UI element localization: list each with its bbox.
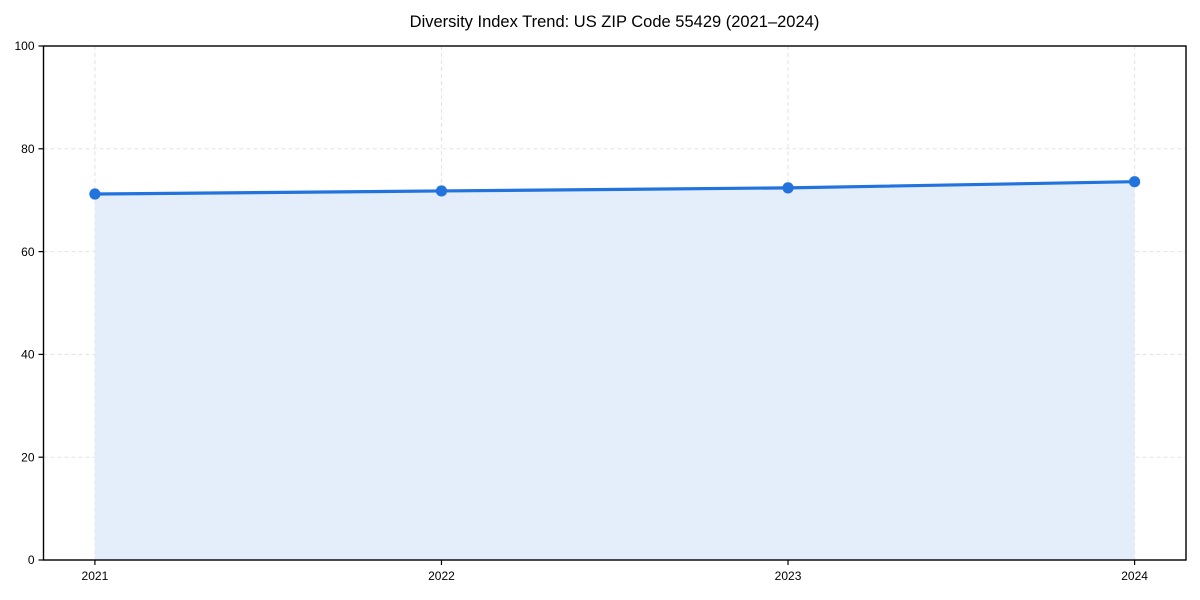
plot-frame: [42, 45, 1187, 561]
x-tick-label: 2021: [82, 569, 109, 583]
data-point-marker: [435, 185, 448, 197]
data-point-marker: [782, 182, 794, 194]
y-tick-label: 40: [21, 348, 35, 362]
y-tick-label: 0: [28, 553, 35, 567]
y-tick-label: 100: [14, 39, 34, 53]
y-tick-label: 20: [21, 450, 35, 464]
area-fill: [94, 181, 1135, 561]
chart-title: Diversity Index Trend: US ZIP Code 55429…: [409, 13, 820, 31]
trend-line: [93, 180, 1137, 196]
x-tick-label: 2024: [1121, 569, 1148, 583]
x-tick-label: 2022: [428, 569, 455, 583]
y-tick-label: 80: [21, 142, 35, 156]
y-tick-label: 60: [21, 245, 35, 259]
data-point-marker: [1128, 176, 1141, 188]
x-tick-label: 2023: [775, 569, 802, 583]
data-point-marker: [89, 188, 101, 200]
